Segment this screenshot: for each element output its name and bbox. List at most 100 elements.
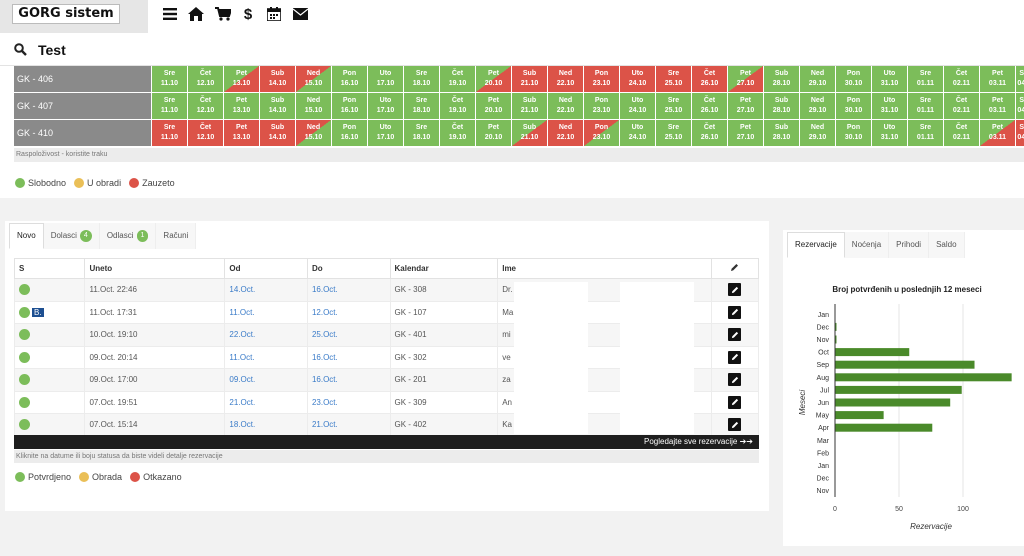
day-cell[interactable]: Sub 28.10 [764, 120, 799, 146]
day-cell[interactable]: Ned 22.10 [548, 93, 583, 119]
day-cell[interactable]: Pon 23.10 [584, 120, 619, 146]
search-icon[interactable] [14, 43, 27, 61]
day-cell[interactable]: Čet 26.10 [692, 93, 727, 119]
day-cell[interactable]: Pon 16.10 [332, 93, 367, 119]
day-cell[interactable]: Pon 30.10 [836, 66, 871, 92]
day-cell[interactable]: Uto 24.10 [620, 66, 655, 92]
room-label[interactable]: GK - 410 [14, 120, 151, 146]
day-cell[interactable]: Uto 31.10 [872, 93, 907, 119]
day-cell[interactable]: Čet 12.10 [188, 66, 223, 92]
edit-button[interactable] [728, 418, 742, 432]
day-cell[interactable]: Pon 23.10 [584, 93, 619, 119]
day-cell[interactable]: Čet 26.10 [692, 120, 727, 146]
day-cell[interactable]: Sre 18.10 [404, 93, 439, 119]
column-header-ime[interactable]: Ime [497, 258, 712, 279]
day-cell[interactable]: Čet 02.11 [944, 93, 979, 119]
tab-novo[interactable]: Novo [9, 223, 44, 249]
room-label[interactable]: GK - 407 [14, 93, 151, 119]
tab-prihodi[interactable]: Prihodi [889, 232, 930, 258]
day-cell[interactable]: Ned 15.10 [296, 93, 331, 119]
day-cell[interactable]: Sre 25.10 [656, 66, 691, 92]
tab-nocenja[interactable]: Noćenja [844, 232, 890, 258]
cell-do[interactable]: 16.Oct. [306, 368, 391, 392]
calendar-icon[interactable] [264, 4, 284, 24]
day-cell[interactable]: Sre 01.11 [908, 120, 943, 146]
day-cell[interactable]: Sre 11.10 [152, 66, 187, 92]
day-cell[interactable]: Pon 30.10 [836, 120, 871, 146]
status-dot-icon[interactable] [19, 306, 30, 318]
day-cell[interactable]: Pon 16.10 [332, 66, 367, 92]
status-dot-icon[interactable] [19, 351, 30, 363]
day-cell[interactable]: Čet 26.10 [692, 66, 727, 92]
tab-rezervacije[interactable]: Rezervacije [787, 232, 845, 258]
day-cell[interactable]: Uto 17.10 [368, 66, 403, 92]
tab-racuni[interactable]: Računi [156, 223, 197, 249]
day-cell[interactable]: Uto 24.10 [620, 120, 655, 146]
status-cell[interactable]: B. [13, 300, 86, 324]
status-cell[interactable] [13, 368, 86, 392]
edit-button[interactable] [728, 283, 742, 297]
day-cell[interactable]: Pet 03.11 [980, 66, 1015, 92]
day-cell[interactable]: Sre 01.11 [908, 93, 943, 119]
day-cell[interactable]: Sre 01.11 [908, 66, 943, 92]
day-cell[interactable]: Sub 28.10 [764, 93, 799, 119]
search-label[interactable]: Test [38, 42, 66, 58]
day-cell[interactable]: Čet 02.11 [944, 120, 979, 146]
day-cell[interactable]: Pet 03.11 [980, 120, 1015, 146]
status-dot-icon[interactable] [19, 329, 30, 341]
day-cell[interactable]: Sub 04.11 [1016, 120, 1024, 146]
day-cell[interactable]: Sub 14.10 [260, 120, 295, 146]
edit-button[interactable] [728, 350, 742, 364]
cell-od[interactable]: 09.Oct. [224, 368, 308, 392]
tab-dolasci[interactable]: Dolasci 4 [43, 223, 100, 249]
day-cell[interactable]: Čet 12.10 [188, 120, 223, 146]
cell-do[interactable]: 25.Oct. [306, 323, 391, 347]
day-cell[interactable]: Sub 28.10 [764, 66, 799, 92]
day-cell[interactable]: Sre 25.10 [656, 120, 691, 146]
day-cell[interactable]: Ned 29.10 [800, 93, 835, 119]
envelope-icon[interactable] [290, 4, 310, 24]
status-cell[interactable] [13, 278, 86, 302]
edit-button[interactable] [728, 373, 742, 387]
cart-icon[interactable] [213, 4, 233, 24]
status-dot-icon[interactable] [19, 419, 30, 431]
cell-od[interactable]: 14.Oct. [224, 278, 308, 302]
edit-button[interactable] [728, 328, 742, 342]
day-cell[interactable]: Ned 22.10 [548, 66, 583, 92]
status-dot-icon[interactable] [19, 284, 30, 296]
day-cell[interactable]: Sre 11.10 [152, 93, 187, 119]
day-cell[interactable]: Pet 27.10 [728, 120, 763, 146]
day-cell[interactable]: Čet 12.10 [188, 93, 223, 119]
day-cell[interactable]: Sub 14.10 [260, 66, 295, 92]
day-cell[interactable]: Sub 21.10 [512, 120, 547, 146]
day-cell[interactable]: Uto 17.10 [368, 93, 403, 119]
day-cell[interactable]: Sub 21.10 [512, 66, 547, 92]
day-cell[interactable]: Sub 21.10 [512, 93, 547, 119]
search-bar[interactable]: Test [0, 33, 1024, 66]
status-cell[interactable] [13, 345, 86, 369]
tab-saldo[interactable]: Saldo [929, 232, 965, 258]
day-cell[interactable]: Čet 19.10 [440, 66, 475, 92]
dollar-icon[interactable]: $ [243, 5, 253, 23]
day-cell[interactable]: Pon 30.10 [836, 93, 871, 119]
day-cell[interactable]: Pet 20.10 [476, 66, 511, 92]
day-cell[interactable]: Pet 13.10 [224, 93, 259, 119]
column-header-od[interactable]: Od [224, 258, 308, 279]
status-cell[interactable] [13, 390, 86, 414]
day-cell[interactable]: Ned 15.10 [296, 120, 331, 146]
status-dot-icon[interactable] [19, 374, 30, 386]
day-cell[interactable]: Čet 02.11 [944, 66, 979, 92]
cell-od[interactable]: 11.Oct. [224, 300, 308, 324]
day-cell[interactable]: Pet 20.10 [476, 93, 511, 119]
day-cell[interactable]: Ned 29.10 [800, 120, 835, 146]
status-dot-icon[interactable] [19, 396, 30, 408]
day-cell[interactable]: Pet 27.10 [728, 93, 763, 119]
column-header-kalendar[interactable]: Kalendar [389, 258, 499, 279]
cell-od[interactable]: 21.Oct. [224, 390, 308, 414]
day-cell[interactable]: Sre 25.10 [656, 93, 691, 119]
day-cell[interactable]: Uto 24.10 [620, 93, 655, 119]
day-cell[interactable]: Pet 13.10 [224, 66, 259, 92]
day-cell[interactable]: Pet 03.11 [980, 93, 1015, 119]
day-cell[interactable]: Čet 19.10 [440, 93, 475, 119]
day-cell[interactable]: Čet 19.10 [440, 120, 475, 146]
